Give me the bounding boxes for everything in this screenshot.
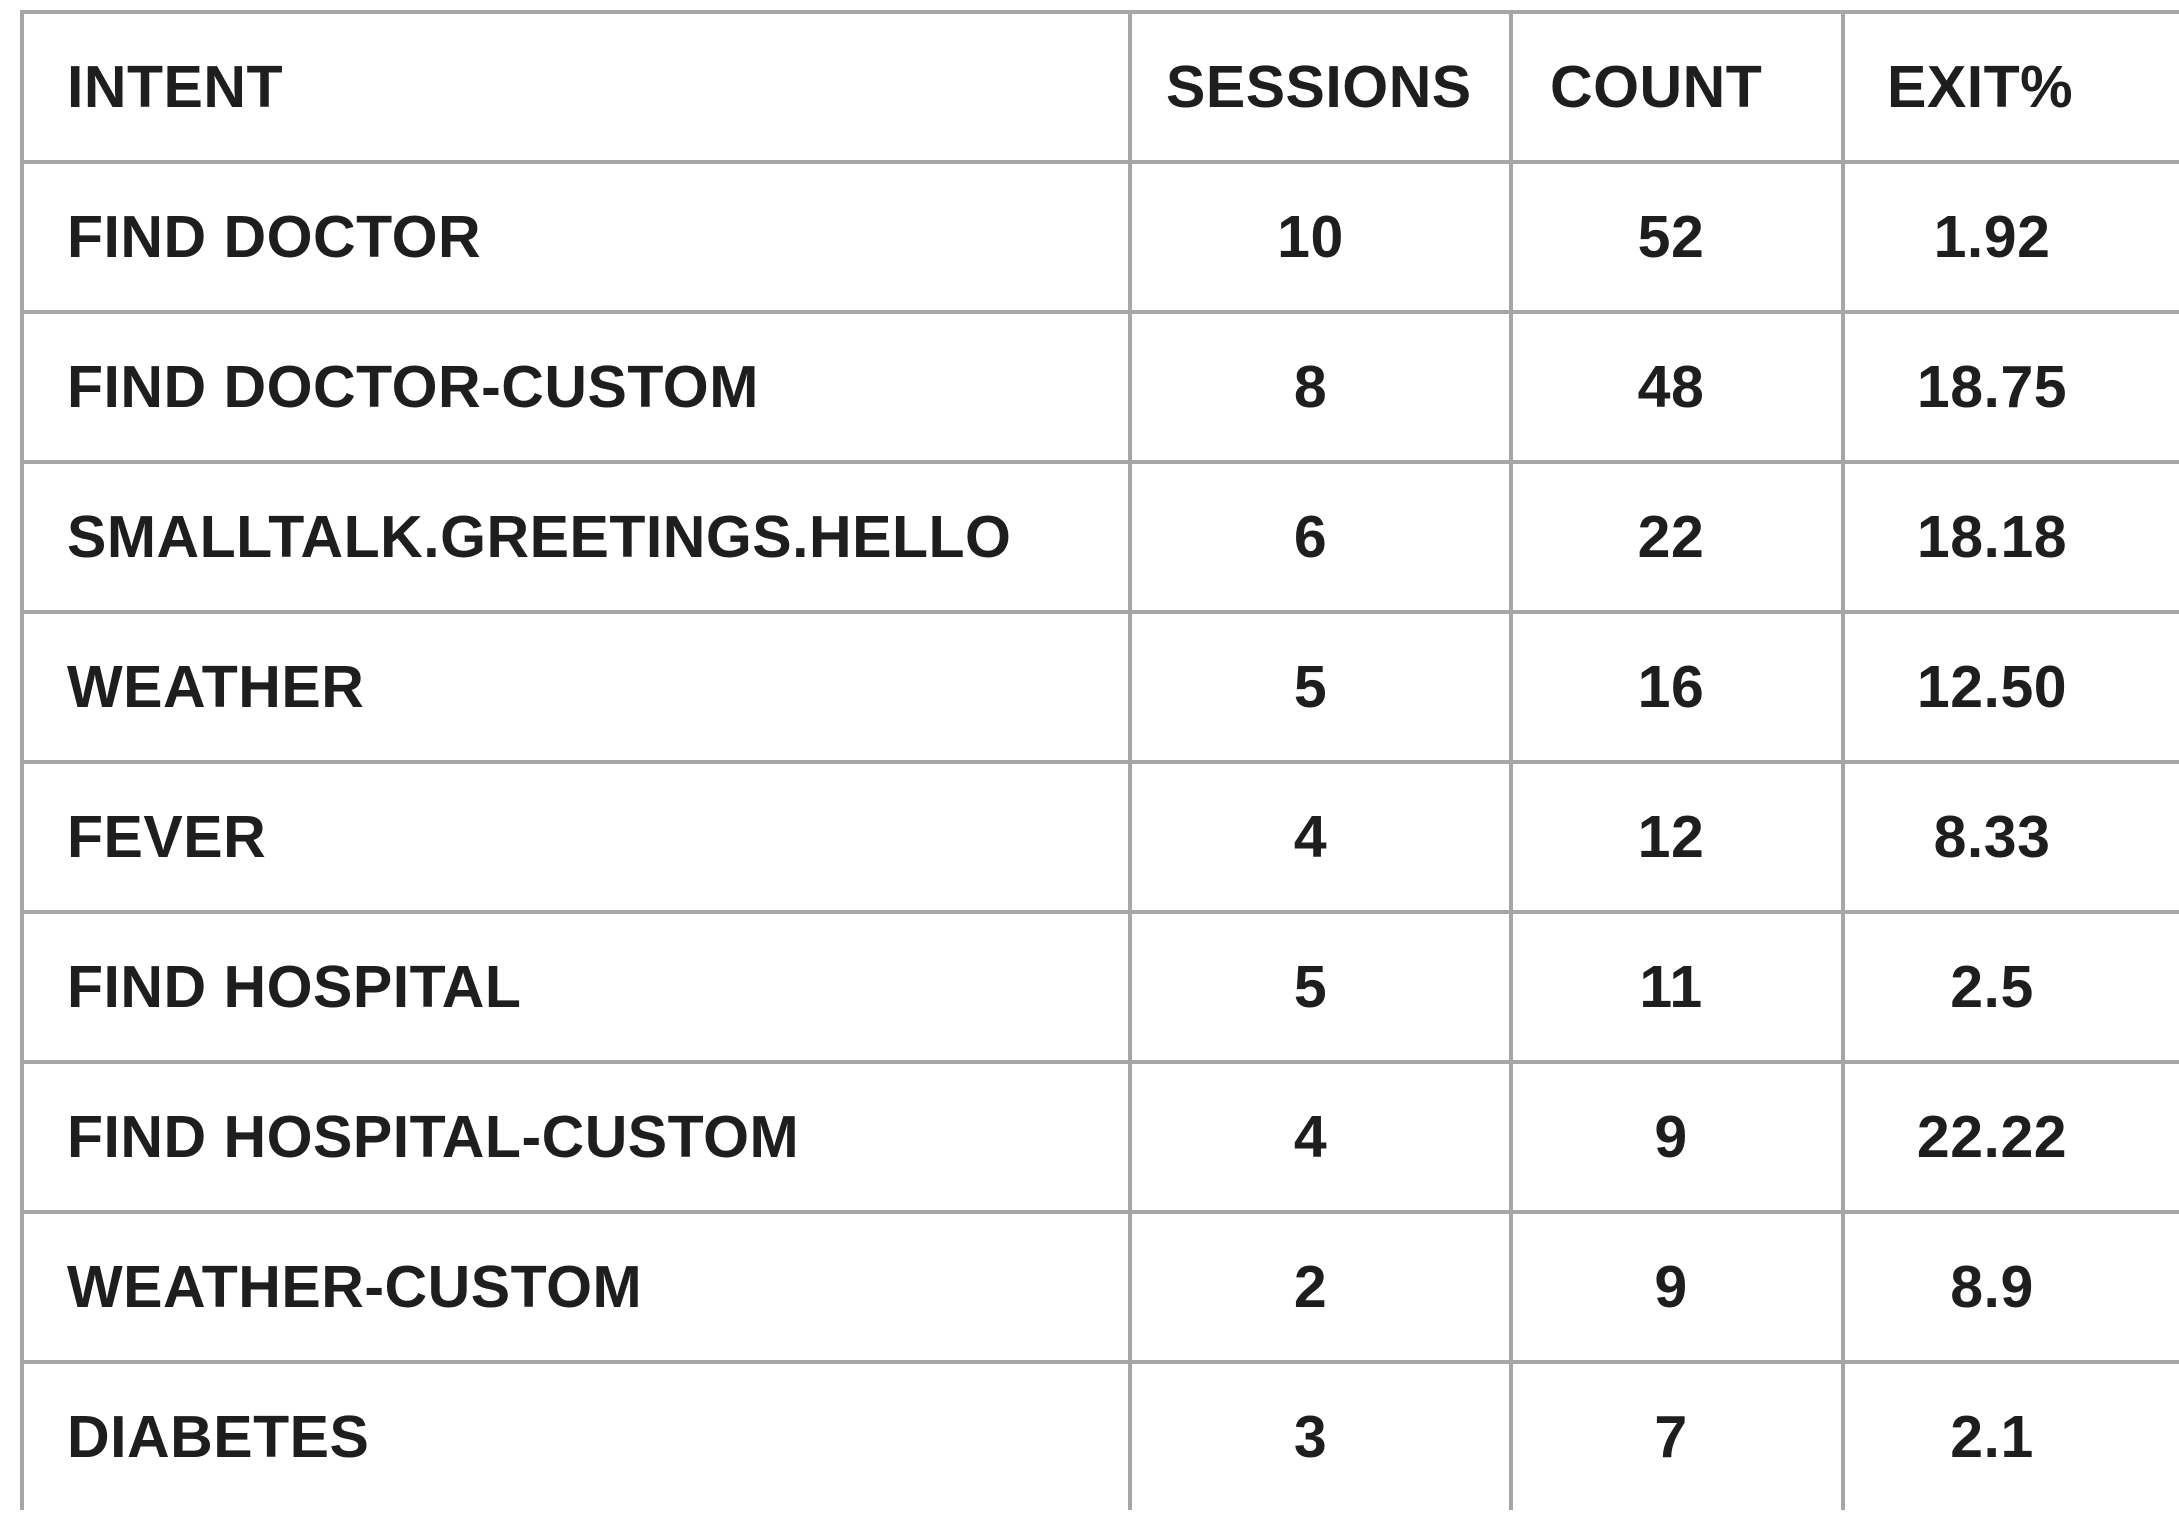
column-header-count: COUNT xyxy=(1511,12,1845,164)
exit-percent-cell: 1.92 xyxy=(1843,162,2179,314)
sessions-cell: 6 xyxy=(1130,462,1513,614)
exit-percent-cell: 8.9 xyxy=(1843,1212,2179,1364)
table-row: FEVER 4 12 8.33 xyxy=(22,762,2179,914)
intent-cell: WEATHER-CUSTOM xyxy=(22,1212,1132,1364)
table-body: FIND DOCTOR 10 52 1.92 FIND DOCTOR-CUSTOM 8 48… xyxy=(22,162,2179,1510)
column-header-sessions: SESSIONS xyxy=(1130,12,1513,164)
sessions-cell: 2 xyxy=(1130,1212,1513,1364)
column-header-exit-percent: EXIT% xyxy=(1843,12,2179,164)
sessions-cell: 5 xyxy=(1130,612,1513,764)
table-row: WEATHER-CUSTOM 2 9 8.9 xyxy=(22,1212,2179,1364)
count-cell: 52 xyxy=(1511,162,1845,314)
count-cell: 11 xyxy=(1511,912,1845,1064)
count-cell: 9 xyxy=(1511,1212,1845,1364)
sessions-cell: 4 xyxy=(1130,762,1513,914)
table-row: FIND HOSPITAL-CUSTOM 4 9 22.22 xyxy=(22,1062,2179,1214)
exit-percent-cell: 2.5 xyxy=(1843,912,2179,1064)
exit-percent-cell: 12.50 xyxy=(1843,612,2179,764)
intent-cell: FIND HOSPITAL xyxy=(22,912,1132,1064)
intent-cell: DIABETES xyxy=(22,1362,1132,1510)
table-row: FIND HOSPITAL 5 11 2.5 xyxy=(22,912,2179,1064)
count-cell: 7 xyxy=(1511,1362,1845,1510)
exit-percent-cell: 2.1 xyxy=(1843,1362,2179,1510)
intent-cell: SMALLTALK.GREETINGS.HELLO xyxy=(22,462,1132,614)
exit-percent-cell: 8.33 xyxy=(1843,762,2179,914)
count-cell: 9 xyxy=(1511,1062,1845,1214)
intent-table: INTENT SESSIONS COUNT EXIT% FIND DOCTOR 1… xyxy=(20,10,2179,1510)
intent-cell: FIND HOSPITAL-CUSTOM xyxy=(22,1062,1132,1214)
table-header-row: INTENT SESSIONS COUNT EXIT% xyxy=(22,12,2179,164)
intent-cell: FIND DOCTOR-CUSTOM xyxy=(22,312,1132,464)
exit-percent-cell: 18.18 xyxy=(1843,462,2179,614)
sessions-cell: 3 xyxy=(1130,1362,1513,1510)
table-row: FIND DOCTOR-CUSTOM 8 48 18.75 xyxy=(22,312,2179,464)
table-row: DIABETES 3 7 2.1 xyxy=(22,1362,2179,1510)
intent-cell: WEATHER xyxy=(22,612,1132,764)
exit-percent-cell: 18.75 xyxy=(1843,312,2179,464)
sessions-cell: 10 xyxy=(1130,162,1513,314)
table-row: WEATHER 5 16 12.50 xyxy=(22,612,2179,764)
count-cell: 48 xyxy=(1511,312,1845,464)
intent-cell: FEVER xyxy=(22,762,1132,914)
sessions-cell: 5 xyxy=(1130,912,1513,1064)
intent-cell: FIND DOCTOR xyxy=(22,162,1132,314)
count-cell: 16 xyxy=(1511,612,1845,764)
exit-percent-cell: 22.22 xyxy=(1843,1062,2179,1214)
table-row: SMALLTALK.GREETINGS.HELLO 6 22 18.18 xyxy=(22,462,2179,614)
table-row: FIND DOCTOR 10 52 1.92 xyxy=(22,162,2179,314)
sessions-cell: 4 xyxy=(1130,1062,1513,1214)
count-cell: 22 xyxy=(1511,462,1845,614)
sessions-cell: 8 xyxy=(1130,312,1513,464)
count-cell: 12 xyxy=(1511,762,1845,914)
column-header-intent: INTENT xyxy=(22,12,1132,164)
